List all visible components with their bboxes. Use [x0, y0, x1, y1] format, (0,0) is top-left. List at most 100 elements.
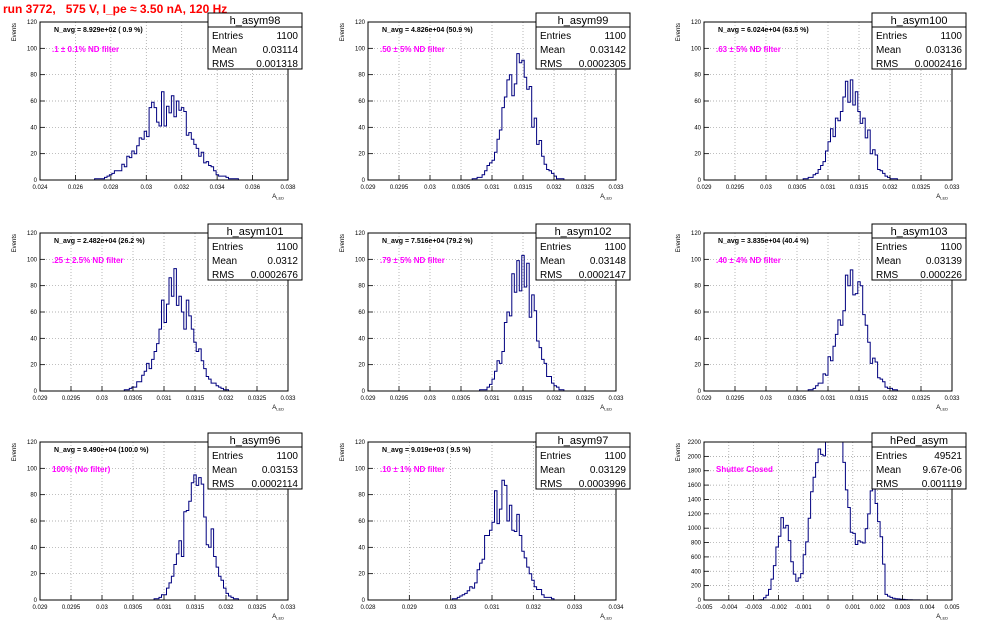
stats-value-mean: 0.03148	[590, 256, 627, 267]
y-tick-label: 120	[27, 20, 38, 26]
stats-box	[207, 12, 303, 70]
x-tick-label: -0.003	[745, 605, 763, 611]
x-tick-label: -0.005	[695, 605, 713, 611]
y-tick-label: 800	[691, 541, 702, 547]
x-tick-label: 0.029	[32, 605, 48, 611]
y-tick-label: 0	[362, 598, 366, 604]
x-tick-label: 0.032	[882, 185, 898, 191]
x-tick-label: -0.004	[720, 605, 738, 611]
navg-label: N_avg = 7.516e+04 (79.2 %)	[382, 238, 473, 245]
stats-key-mean: Mean	[876, 256, 901, 267]
x-tick-label: 0.029	[32, 396, 48, 402]
x-tick-label: 0.028	[103, 185, 119, 191]
stats-key-entries: Entries	[876, 451, 907, 462]
x-axis-label: ALED	[272, 614, 284, 621]
stats-key-rms: RMS	[212, 59, 235, 70]
y-tick-label: 120	[27, 440, 38, 446]
y-tick-label: 120	[27, 231, 38, 237]
stats-title: h_asym98	[230, 15, 281, 27]
x-tick-label: 0.032	[218, 605, 234, 611]
stats-key-mean: Mean	[212, 45, 237, 56]
x-tick-label: -0.002	[770, 605, 788, 611]
y-tick-label: 2000	[688, 454, 702, 460]
x-tick-label: 0.005	[944, 605, 960, 611]
y-tick-label: 200	[691, 584, 702, 590]
x-tick-label: 0.034	[608, 605, 624, 611]
stats-key-entries: Entries	[876, 31, 907, 42]
histogram-panel-h_asym102: 0.029 0.0295 0.03 0.0305 0.031 0.0315 0.032 0.0…	[340, 223, 631, 412]
stats-value-mean: 0.03136	[926, 45, 963, 56]
navg-label: N_avg = 3.835e+04 (40.4 %)	[718, 238, 809, 245]
histogram-line	[368, 479, 616, 601]
x-tick-label: 0.0315	[850, 185, 869, 191]
y-tick-label: 60	[30, 99, 37, 105]
y-tick-label: 0	[698, 598, 702, 604]
stats-key-rms: RMS	[540, 479, 563, 490]
y-tick-label: 1000	[688, 526, 702, 532]
y-tick-label: 60	[358, 519, 365, 525]
x-tick-label: 0.032	[174, 185, 190, 191]
navg-label: N_avg = 4.826e+04 (50.9 %)	[382, 27, 473, 34]
x-axis-label: ALED	[272, 405, 284, 412]
stats-key-rms: RMS	[876, 270, 899, 281]
y-tick-label: 0	[34, 389, 38, 395]
filter-label: .79 ± 5% ND filter	[380, 256, 445, 265]
y-axis-label: Events	[340, 23, 346, 41]
stats-key-mean: Mean	[212, 256, 237, 267]
stats-key-mean: Mean	[212, 465, 237, 476]
y-tick-label: 100	[355, 257, 366, 263]
x-axis-label: ALED	[600, 405, 612, 412]
filter-label: .40 ± 4% ND filter	[716, 256, 781, 265]
navg-label: N_avg = 2.482e+04 (26.2 %)	[54, 238, 145, 245]
x-tick-label: 0.031	[484, 605, 500, 611]
stats-key-mean: Mean	[876, 465, 901, 476]
x-tick-label: 0.029	[696, 185, 712, 191]
y-tick-label: 0	[698, 389, 702, 395]
y-tick-label: 40	[30, 125, 37, 131]
stats-title: h_asym101	[227, 226, 284, 238]
stats-value-entries: 1100	[276, 31, 298, 42]
stats-key-rms: RMS	[540, 270, 563, 281]
stats-key-mean: Mean	[540, 45, 565, 56]
y-tick-label: 20	[694, 152, 701, 158]
x-tick-label: 0.03	[424, 396, 436, 402]
y-tick-label: 80	[358, 284, 365, 290]
stats-box	[871, 432, 967, 490]
stats-value-entries: 1100	[604, 451, 626, 462]
y-tick-label: 60	[358, 99, 365, 105]
y-tick-label: 60	[30, 310, 37, 316]
histogram-line	[40, 91, 288, 181]
y-tick-label: 40	[694, 336, 701, 342]
stats-key-mean: Mean	[540, 465, 565, 476]
x-tick-label: 0.03	[140, 185, 152, 191]
y-tick-label: 40	[30, 545, 37, 551]
y-tick-label: 80	[358, 493, 365, 499]
navg-label: N_avg = 6.024e+04 (63.5 %)	[718, 27, 809, 34]
histogram-panel-hPed_asym: -0.005 -0.004 -0.003 -0.002 -0.001 0 0.001 0.00…	[676, 432, 967, 621]
y-tick-label: 0	[362, 389, 366, 395]
y-tick-label: 20	[30, 152, 37, 158]
x-tick-label: 0.004	[920, 605, 936, 611]
stats-key-rms: RMS	[876, 59, 899, 70]
stats-box	[207, 223, 303, 281]
stats-key-entries: Entries	[540, 451, 571, 462]
y-tick-label: 100	[691, 257, 702, 263]
histogram-panel-h_asym98: 0.024 0.026 0.028 0.03 0.032 0.034 0.036 0.038 0…	[12, 12, 303, 201]
stats-title: h_asym96	[230, 435, 281, 447]
x-tick-label: 0.0295	[390, 396, 409, 402]
stats-title: h_asym102	[555, 226, 612, 238]
stats-box	[535, 12, 631, 70]
x-axis-label: ALED	[936, 614, 948, 621]
x-tick-label: 0.0315	[514, 185, 533, 191]
x-tick-label: 0.029	[360, 396, 376, 402]
x-tick-label: 0.032	[526, 605, 542, 611]
x-tick-label: 0.032	[546, 396, 562, 402]
x-tick-label: 0.024	[32, 185, 48, 191]
x-tick-label: 0.0315	[514, 396, 533, 402]
stats-key-entries: Entries	[212, 242, 243, 253]
filter-label: 100% (No filter)	[52, 465, 111, 474]
y-tick-label: 60	[694, 310, 701, 316]
x-tick-label: 0.033	[280, 396, 296, 402]
y-tick-label: 100	[355, 46, 366, 52]
stats-box	[207, 432, 303, 490]
